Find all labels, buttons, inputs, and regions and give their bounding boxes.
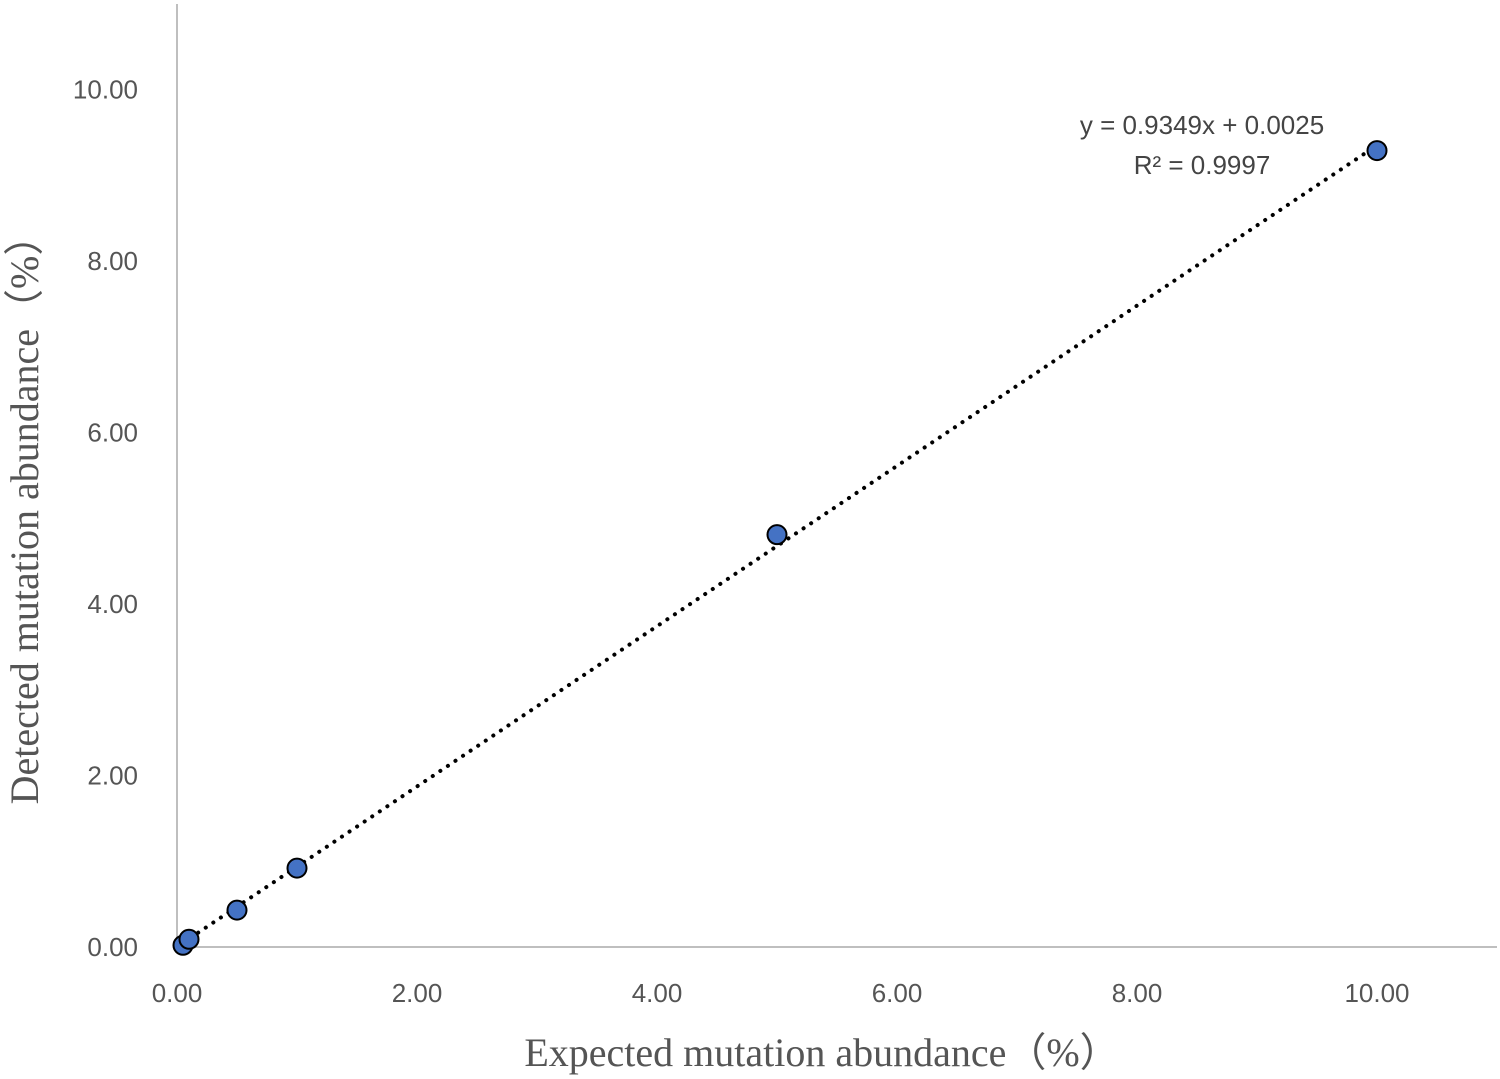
x-tick-label: 0.00 bbox=[152, 978, 203, 1008]
x-tick-label: 4.00 bbox=[632, 978, 683, 1008]
x-tick-label: 8.00 bbox=[1112, 978, 1163, 1008]
data-point bbox=[766, 524, 788, 546]
x-tick-label: 2.00 bbox=[392, 978, 443, 1008]
y-tick-label: 2.00 bbox=[87, 761, 138, 791]
r-squared-label: R² = 0.9997 bbox=[1134, 150, 1271, 180]
y-tick-labels: 0.00 2.00 4.00 6.00 8.00 10.00 bbox=[73, 75, 138, 962]
data-point bbox=[178, 928, 200, 950]
y-tick-label: 10.00 bbox=[73, 75, 138, 105]
x-tick-label: 6.00 bbox=[872, 978, 923, 1008]
data-point bbox=[286, 857, 308, 879]
x-tick-labels: 0.00 2.00 4.00 6.00 8.00 10.00 bbox=[152, 978, 1410, 1008]
data-point bbox=[226, 899, 248, 921]
y-tick-label: 0.00 bbox=[87, 932, 138, 962]
y-tick-label: 8.00 bbox=[87, 246, 138, 276]
y-tick-label: 6.00 bbox=[87, 418, 138, 448]
y-axis-title: Detected mutation abundance（%） bbox=[2, 216, 47, 805]
y-tick-label: 4.00 bbox=[87, 589, 138, 619]
equation-label: y = 0.9349x + 0.0025 bbox=[1080, 110, 1324, 140]
data-point bbox=[1366, 140, 1388, 162]
x-tick-label: 10.00 bbox=[1344, 978, 1409, 1008]
data-points bbox=[172, 140, 1388, 956]
x-axis-title: Expected mutation abundance（%） bbox=[524, 1030, 1119, 1075]
axes bbox=[176, 4, 1497, 948]
